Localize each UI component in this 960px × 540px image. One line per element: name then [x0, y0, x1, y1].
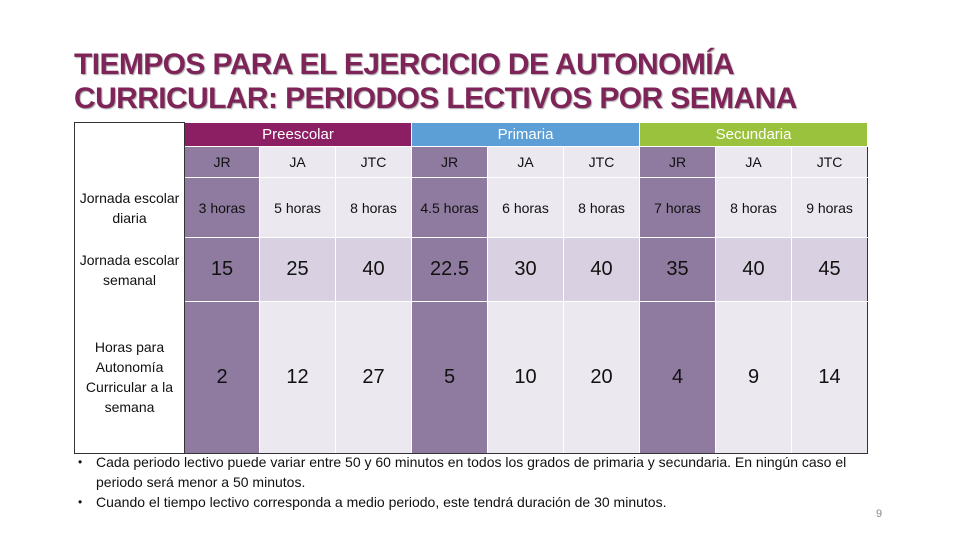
note-text: Cada periodo lectivo puede variar entre …	[96, 454, 847, 490]
table-cell: 9 horas	[791, 177, 869, 238]
table-cell: 4.5 horas	[411, 177, 488, 238]
list-item: • Cuando el tiempo lectivo corresponda a…	[78, 492, 868, 512]
table-cell: 35	[639, 237, 717, 302]
table-cell: 4	[639, 301, 717, 454]
subheader-jr: JR	[411, 146, 488, 178]
table-cell: 45	[791, 237, 869, 302]
row-label-weekly: Jornada escolar semanal	[74, 237, 185, 302]
table-cell: 40	[715, 237, 793, 302]
subheader-jr: JR	[184, 146, 260, 178]
table-cell: 8 horas	[563, 177, 641, 238]
table-cell: 6 horas	[487, 177, 564, 238]
table-cell: 3 horas	[184, 177, 260, 238]
table-cell: 2	[184, 301, 260, 454]
note-text: Cuando el tiempo lectivo corresponda a m…	[96, 494, 667, 510]
subheader-ja: JA	[715, 146, 793, 178]
table-corner	[74, 122, 185, 178]
table-cell: 25	[259, 237, 336, 302]
bullet-icon: •	[78, 495, 83, 509]
table-cell: 20	[563, 301, 641, 454]
table-cell: 27	[335, 301, 412, 454]
table-cell: 30	[487, 237, 564, 302]
row-label-daily: Jornada escolar diaria	[74, 177, 185, 238]
table-cell: 14	[791, 301, 869, 454]
group-header-preescolar: Preescolar	[184, 122, 412, 147]
title-line-1: TIEMPOS PARA EL EJERCICIO DE AUTONOMÍA	[74, 48, 735, 81]
autonomy-hours-table: Preescolar Primaria Secundaria JR JA JTC…	[74, 122, 869, 454]
bullet-icon: •	[78, 455, 83, 469]
group-header-primaria: Primaria	[410, 122, 641, 147]
group-header-secundaria: Secundaria	[639, 122, 869, 147]
subheader-jr: JR	[639, 146, 717, 178]
table-cell: 8 horas	[335, 177, 412, 238]
table-cell: 40	[563, 237, 641, 302]
subheader-ja: JA	[259, 146, 336, 178]
table-cell: 15	[184, 237, 260, 302]
page-title: TIEMPOS PARA EL EJERCICIO DE AUTONOMÍA C…	[74, 48, 934, 116]
page-number: 9	[876, 508, 883, 520]
title-line-2: CURRICULAR: PERIODOS LECTIVOS POR SEMANA	[74, 82, 797, 115]
footnotes-list: • Cada periodo lectivo puede variar entr…	[78, 452, 868, 512]
subheader-ja: JA	[487, 146, 564, 178]
subheader-jtc: JTC	[563, 146, 641, 178]
table-cell: 12	[259, 301, 336, 454]
table-cell: 10	[487, 301, 564, 454]
row-label-autonomy: Horas para Autonomía Curricular a la sem…	[74, 301, 185, 454]
table-cell: 5 horas	[259, 177, 336, 238]
subheader-jtc: JTC	[335, 146, 412, 178]
table-cell: 7 horas	[639, 177, 717, 238]
subheader-jtc: JTC	[791, 146, 869, 178]
table-cell: 8 horas	[715, 177, 793, 238]
table-cell: 22.5	[411, 237, 488, 302]
table-cell: 40	[335, 237, 412, 302]
table-cell: 5	[411, 301, 488, 454]
list-item: • Cada periodo lectivo puede variar entr…	[78, 452, 868, 492]
table-cell: 9	[715, 301, 793, 454]
